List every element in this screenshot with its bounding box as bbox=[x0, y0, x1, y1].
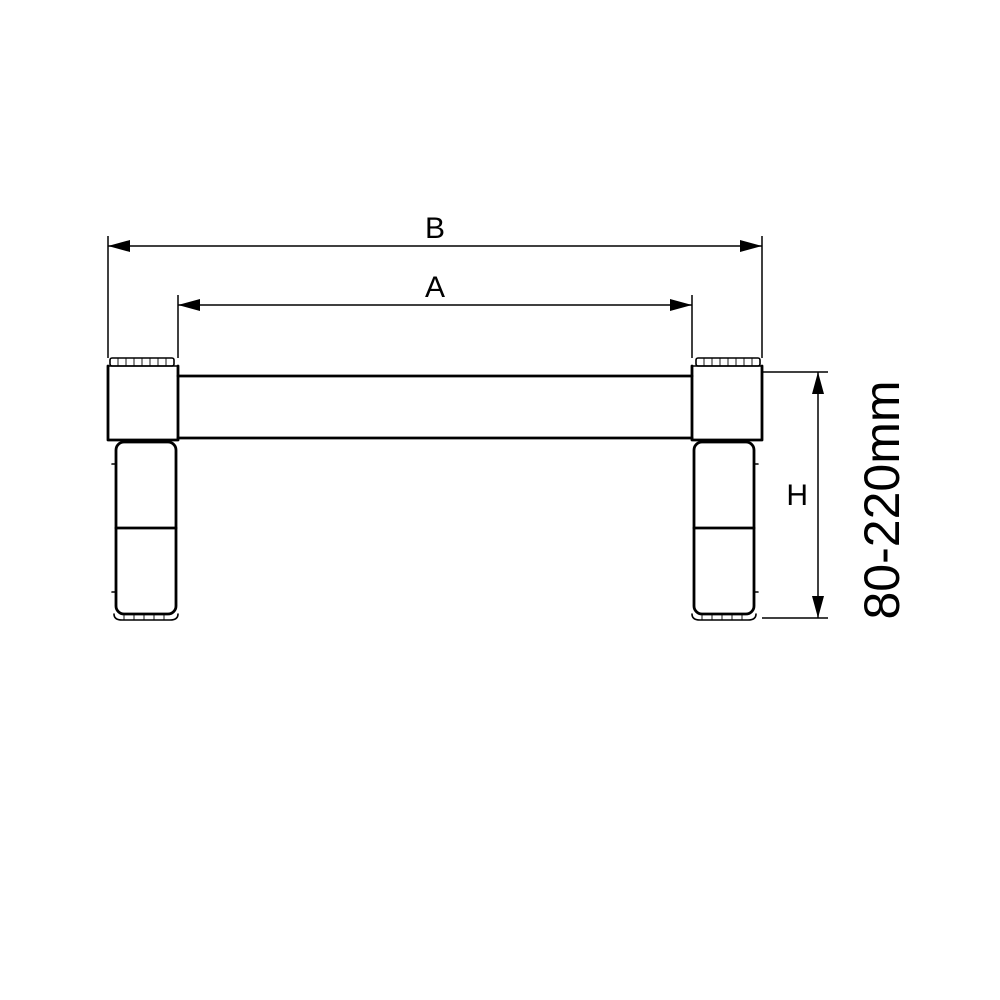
range-label: 80-220mm bbox=[854, 381, 910, 620]
dim-A-label: A bbox=[425, 271, 445, 304]
part-front-view bbox=[108, 358, 762, 620]
left-upright bbox=[108, 366, 178, 620]
dimension-H: H bbox=[762, 372, 828, 618]
right-cap bbox=[696, 358, 760, 366]
top-rail bbox=[178, 376, 692, 438]
right-upright bbox=[692, 366, 762, 620]
dim-H-label: H bbox=[786, 479, 808, 512]
technical-drawing: B A H 80-220mm bbox=[0, 0, 1000, 1000]
dim-B-label: B bbox=[425, 212, 445, 245]
dimension-A: A bbox=[178, 271, 692, 358]
left-cap bbox=[110, 358, 174, 366]
